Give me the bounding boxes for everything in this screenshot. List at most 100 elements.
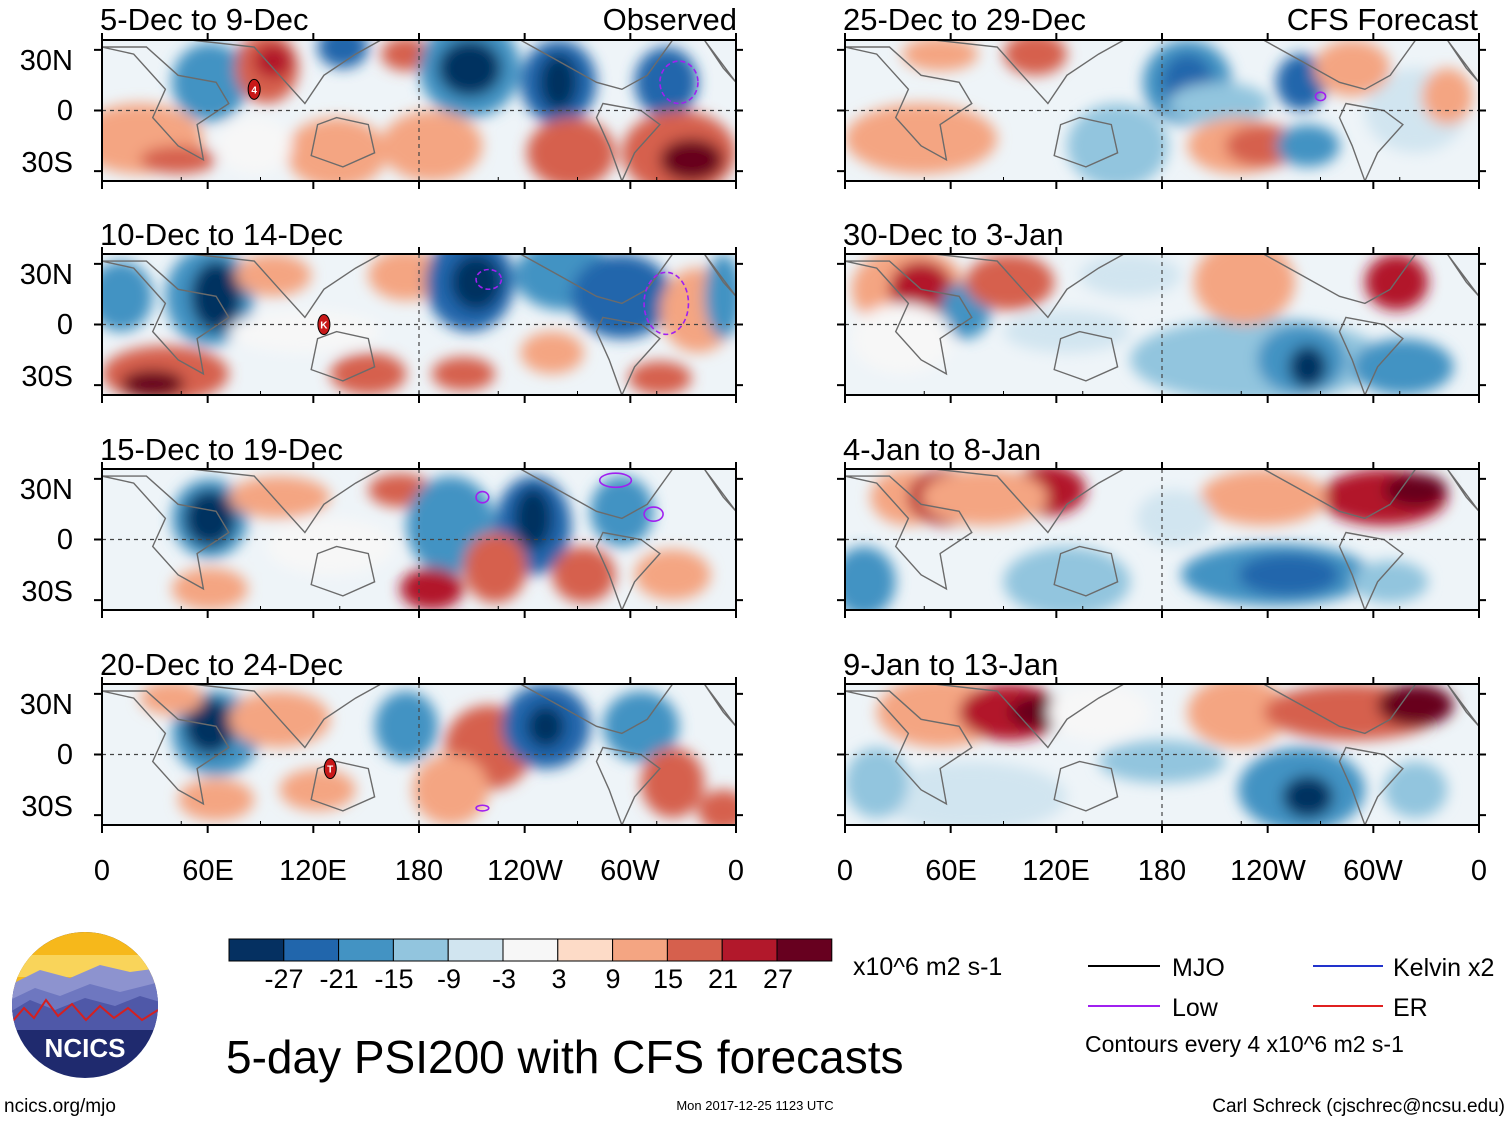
lat-label-30s-1: 30S [21,361,73,393]
anomaly-cell [184,698,236,755]
logo-text: NCICS [45,1033,126,1063]
anomaly-cell [1047,684,1150,741]
anomaly-cell [140,145,217,174]
low-contour [643,506,664,522]
anomaly-cell [1383,473,1448,508]
colorbar-swatch-2 [338,938,394,962]
lon-label-left-6: 0 [728,855,744,887]
lat-label-eq-2: 0 [57,524,73,556]
anomaly-cell [697,789,736,825]
forecast-label: CFS Forecast [1287,2,1479,37]
low-contour [643,271,690,336]
anomaly-cell [1421,68,1473,125]
ncics-logo: NCICS [12,932,158,1078]
panel-title-left-0: 5-Dec to 9-Dec [100,2,308,37]
map-panel-r3 [837,677,1486,833]
anomaly-cell [640,747,705,818]
anomaly-cell [1282,775,1334,818]
colorbar-tick-3: -9 [437,964,461,994]
anomaly-cell [1200,469,1327,526]
anomaly-cell [704,254,736,339]
colorbar-swatch-7 [612,938,668,962]
lat-label-30s-0: 30S [21,147,73,179]
anomaly-cell [921,469,1048,526]
anomaly-cell [539,54,578,111]
low-contour [598,472,633,489]
map-panel-r2 [837,462,1486,618]
lat-label-eq-3: 0 [57,739,73,771]
anomaly-cell [1003,546,1131,610]
low-contour [475,268,503,291]
colorbar-swatch-10 [776,938,833,962]
main-title: 5-day PSI200 with CFS forecasts [226,1031,904,1083]
anomaly-cell [1136,490,1213,547]
observed-label: Observed [603,2,737,37]
footer-author: Carl Schreck (cjschrec@ncsu.edu) [1212,1096,1505,1117]
anomaly-cell [634,47,698,118]
anomaly-cell [412,754,489,825]
anomaly-cell [254,44,293,79]
footer-url[interactable]: ncics.org/mjo [4,1096,116,1117]
lon-label-left-0: 0 [94,855,110,887]
lat-label-30n-1: 30N [20,259,73,291]
lat-label-30n-0: 30N [20,45,73,77]
colorbar-swatch-9 [721,938,778,962]
anomaly-cell [171,567,248,610]
coastlines [845,40,1479,181]
anomaly-cell [368,254,445,301]
coastlines [102,254,736,395]
lon-label-left-5: 60W [600,855,660,887]
anomaly-cell [845,546,896,610]
anomaly-cell [121,369,185,395]
anomaly-cell [380,40,432,72]
anomaly-cell [1314,40,1391,97]
low-contour [475,490,490,504]
coastlines [845,469,1479,610]
anomaly-cell [216,117,293,174]
anomaly-cell [431,356,496,391]
anomaly-cell [514,487,553,550]
lat-label-eq-0: 0 [57,95,73,127]
lon-label-right-6: 0 [1471,855,1487,887]
colorbar-tick-8: 21 [708,964,738,994]
anomaly-cell [634,549,711,601]
colorbar-tick-6: 9 [605,964,620,994]
storm-marker-label: T [327,765,333,776]
anomaly-cell [184,490,236,547]
anomaly-cell [602,691,679,762]
colorbar-tick-2: -15 [374,964,413,994]
anomaly-cell [399,567,464,610]
legend-label-kelvin: Kelvin x2 [1393,954,1494,982]
lon-label-left-4: 120W [487,855,563,887]
colorbar-swatch-0 [228,938,285,962]
anomaly-cell [965,254,1055,311]
colorbar-swatch-4 [447,938,504,962]
colorbar-tick-5: 3 [551,964,566,994]
anomaly-cell [279,768,356,811]
anomaly-cell [1352,338,1454,395]
panel-title-right-0: 25-Dec to 29-Dec [843,2,1086,37]
anomaly-cell [1079,254,1182,297]
storm-marker-icon [317,314,331,335]
map-panel-r1 [837,247,1486,403]
storm-marker-label: 4 [251,85,257,96]
anomaly-cell [902,40,979,72]
coastlines [102,684,736,825]
lon-label-right-3: 180 [1138,855,1186,887]
lat-label-30s-3: 30S [21,791,73,823]
anomaly-cell [102,261,153,332]
anomaly-cell [659,138,724,181]
anomaly-cell [235,254,312,297]
lon-label-right-0: 0 [837,855,853,887]
anomaly-cell [330,352,407,395]
panel-title-left-3: 20-Dec to 24-Dec [100,647,343,682]
panel-title-right-1: 30-Dec to 3-Jan [843,217,1064,252]
legend: MJO Kelvin x2 Low ER Contours every 4 x1… [1085,954,1494,1057]
low-contour [475,804,490,812]
colorbar-units: x10^6 m2 s-1 [853,953,1002,981]
lat-label-30n-2: 30N [20,474,73,506]
footer-timestamp: Mon 2017-12-25 1123 UTC [676,1098,833,1113]
anomaly-cell [1187,684,1289,748]
panel-title-left-1: 10-Dec to 14-Dec [100,217,343,252]
